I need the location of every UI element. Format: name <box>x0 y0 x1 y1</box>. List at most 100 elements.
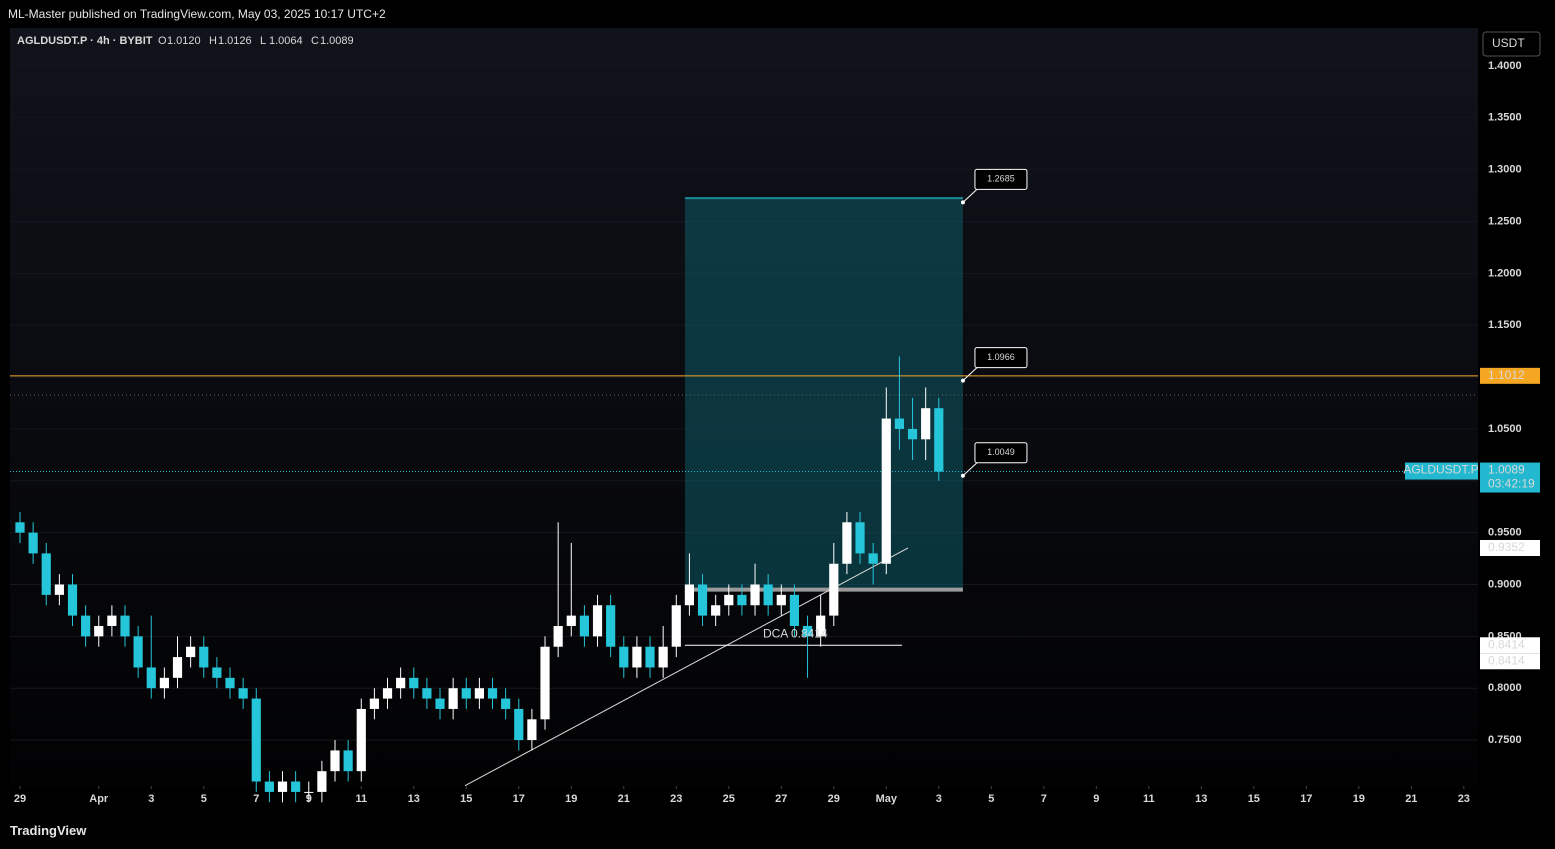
callout-label: 1.0049 <box>987 447 1015 457</box>
callout-leader <box>962 188 978 203</box>
symbol-tag: AGLDUSDT.P <box>1403 463 1478 477</box>
candle-body <box>356 708 366 772</box>
y-tick-label: 1.4000 <box>1488 60 1522 72</box>
x-tick-label: 19 <box>1353 793 1365 805</box>
candle-body <box>304 791 314 793</box>
candle-body <box>645 646 655 668</box>
candle-body <box>382 688 393 699</box>
x-tick-label: 19 <box>565 793 577 805</box>
candle-body <box>28 532 38 554</box>
callout-leader <box>962 367 978 381</box>
footer: TradingView <box>0 812 1555 849</box>
currency: USDT <box>1492 36 1525 50</box>
candle-body <box>343 750 353 772</box>
candle-body <box>868 553 878 564</box>
candle-body <box>317 771 327 792</box>
y-tick-label: 1.3000 <box>1488 164 1522 176</box>
candle-body <box>579 615 589 637</box>
callout-dot <box>960 473 965 478</box>
candle-body <box>737 594 747 606</box>
ohlc-key: L <box>260 35 266 47</box>
axis-price: 0.8414 <box>1488 653 1525 667</box>
x-tick-label: 3 <box>148 793 154 805</box>
axis-price-bg <box>1480 637 1540 654</box>
candle-body <box>67 584 78 616</box>
candle-body <box>802 625 813 637</box>
brand: TradingView <box>10 823 87 838</box>
candle-body <box>474 688 484 699</box>
order-price: 1.1012 <box>1488 368 1525 382</box>
top-bar: ML-Master published on TradingView.com, … <box>0 0 1555 28</box>
callout-label: 1.0966 <box>987 352 1015 362</box>
x-tick-label: Apr <box>89 793 109 805</box>
x-tick-label: 25 <box>723 793 735 805</box>
ohlc-key: C <box>311 35 319 47</box>
last-price-bg <box>1480 462 1540 493</box>
callout-label: 1.2685 <box>987 174 1015 184</box>
published: ML-Master published on TradingView.com, … <box>8 7 386 21</box>
y-tick-label: 0.9000 <box>1488 578 1522 590</box>
candle-body <box>711 605 721 616</box>
candle-body <box>934 408 944 472</box>
x-tick-label: 29 <box>14 793 26 805</box>
candle-body <box>435 698 445 709</box>
y-tick-label: 0.7500 <box>1488 734 1522 746</box>
y-tick-label: 1.2000 <box>1488 267 1522 279</box>
axis-price-bg <box>1480 653 1540 670</box>
candle-body <box>921 408 931 440</box>
candle-body <box>186 646 196 658</box>
candle-body <box>487 688 498 699</box>
x-tick-label: 27 <box>775 793 787 805</box>
candle-body <box>514 708 524 741</box>
x-tick-label: 23 <box>1458 793 1470 805</box>
price-axis-bg <box>1478 28 1555 812</box>
x-tick-label: 11 <box>355 793 367 805</box>
candle-body <box>409 677 419 689</box>
candle-body <box>894 418 905 429</box>
candle-body <box>330 750 340 772</box>
candle-body <box>81 615 91 637</box>
x-tick-label: 23 <box>670 793 682 805</box>
candle-body <box>15 522 25 533</box>
x-tick-label: 7 <box>253 793 259 805</box>
y-tick-label: 0.8000 <box>1488 682 1522 694</box>
candle-body <box>829 563 839 616</box>
y-tick-label: 1.1500 <box>1488 319 1522 331</box>
x-tick-label: 17 <box>513 793 525 805</box>
candle-body <box>776 594 786 606</box>
position-box <box>684 198 963 590</box>
axis-price-bg <box>1480 539 1540 556</box>
x-tick-label: 13 <box>408 793 420 805</box>
ohlc-key: H <box>209 35 217 47</box>
symbol-tag-bg <box>1405 462 1478 480</box>
candle-body <box>842 522 852 564</box>
candle-body <box>606 605 616 647</box>
candle-body <box>264 781 274 792</box>
candle-body <box>566 615 576 626</box>
candle-body <box>632 646 642 668</box>
callout-leader <box>962 462 978 477</box>
candle-body <box>107 615 117 626</box>
candle-body <box>41 553 51 595</box>
candle-body <box>671 605 681 647</box>
y-tick-label: 1.3500 <box>1488 112 1522 124</box>
ohlc-value: 1.0064 <box>269 35 303 47</box>
candle-body <box>251 698 261 782</box>
candle-body <box>120 615 130 637</box>
candle-body <box>592 605 603 637</box>
x-tick-label: May <box>876 793 898 805</box>
candle-body <box>501 698 511 709</box>
candle-body <box>54 584 64 595</box>
dca-label: DCA 0.8414 <box>763 626 828 640</box>
candle-body <box>461 688 471 699</box>
candle-body <box>225 677 235 689</box>
candle-body <box>172 657 183 678</box>
candle-body <box>448 688 458 709</box>
time-axis-bg <box>10 786 1478 812</box>
axis-price: 0.9352 <box>1488 540 1525 554</box>
candle-body <box>94 625 104 637</box>
candle-body <box>212 667 222 678</box>
currency-box[interactable] <box>1482 31 1541 57</box>
candle-body <box>369 698 379 709</box>
x-tick-label: 15 <box>460 793 472 805</box>
